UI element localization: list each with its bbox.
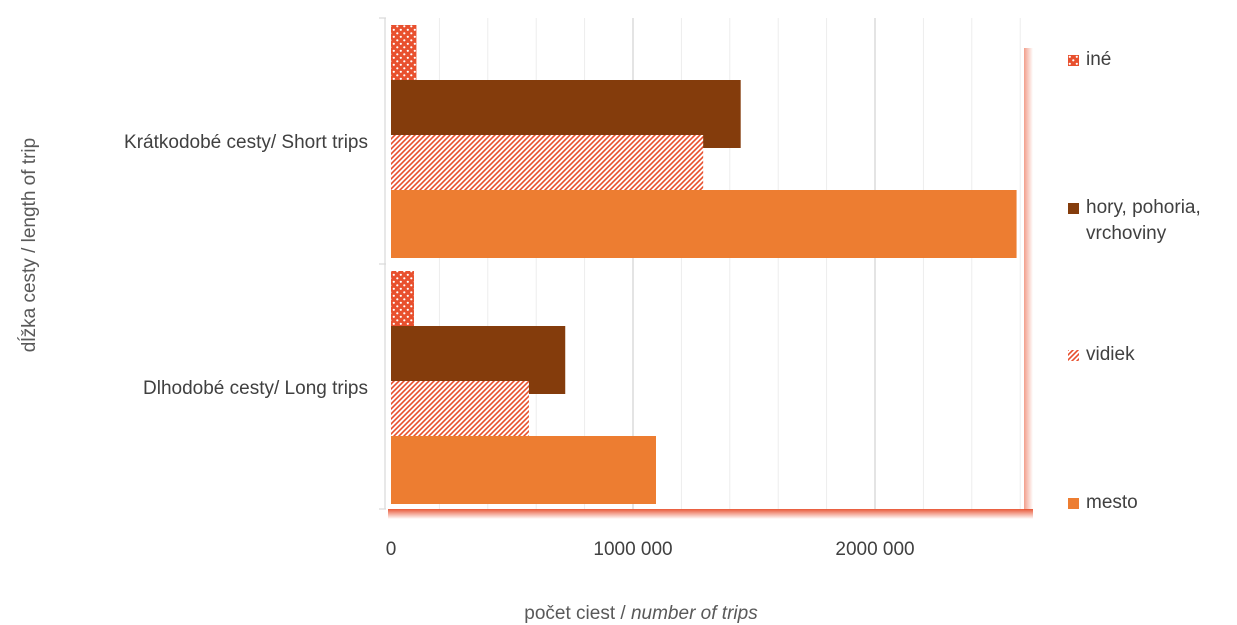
y-category-label: Dlhodobé cesty/ Long trips xyxy=(143,378,368,399)
plot-bottom-shadow xyxy=(388,509,1033,519)
y-category-label: Krátkodobé cesty/ Short trips xyxy=(124,132,368,153)
legend-label: vidiek xyxy=(1086,344,1135,365)
legend-label: hory, pohoria, vrchoviny xyxy=(1086,197,1201,244)
legend-item: mesto xyxy=(1068,490,1216,516)
legend-label: mesto xyxy=(1086,492,1138,513)
axes xyxy=(379,17,386,510)
x-tick-label: 1000 000 xyxy=(593,539,672,560)
x-tick-label: 2000 000 xyxy=(835,539,914,560)
legend-item: iné xyxy=(1068,47,1216,73)
bar-4-2 xyxy=(391,436,656,504)
legend-swatch xyxy=(1068,498,1079,509)
bar-4-1 xyxy=(391,190,1017,258)
x-axis-title: počet ciest / number of trips xyxy=(524,603,757,625)
gridlines xyxy=(438,18,1021,509)
legend-item: hory, pohoria, vrchoviny xyxy=(1068,195,1216,247)
bar-1-2 xyxy=(391,271,414,339)
y-axis-title: dĺžka cesty / length of trip xyxy=(19,137,40,353)
legend-swatch xyxy=(1068,350,1079,361)
bars xyxy=(391,25,1017,504)
y-category-labels: Krátkodobé cesty/ Short trips Dlhodobé ce… xyxy=(124,132,368,399)
x-tick-labels: 0 1000 000 2000 000 xyxy=(386,539,915,560)
plot-frame-shadow xyxy=(388,48,1033,519)
x-axis-title-plain: počet ciest / xyxy=(524,603,626,624)
x-axis-title-italic: number of trips xyxy=(630,603,758,624)
x-tick-label: 0 xyxy=(386,539,397,560)
legend-swatch xyxy=(1068,55,1079,66)
legend: iné hory, pohoria, vrchoviny vidiek mesto xyxy=(1068,0,1237,625)
legend-item: vidiek xyxy=(1068,342,1216,368)
legend-swatch xyxy=(1068,203,1079,214)
plot-right-shadow xyxy=(1024,48,1033,510)
legend-label: iné xyxy=(1086,49,1112,70)
